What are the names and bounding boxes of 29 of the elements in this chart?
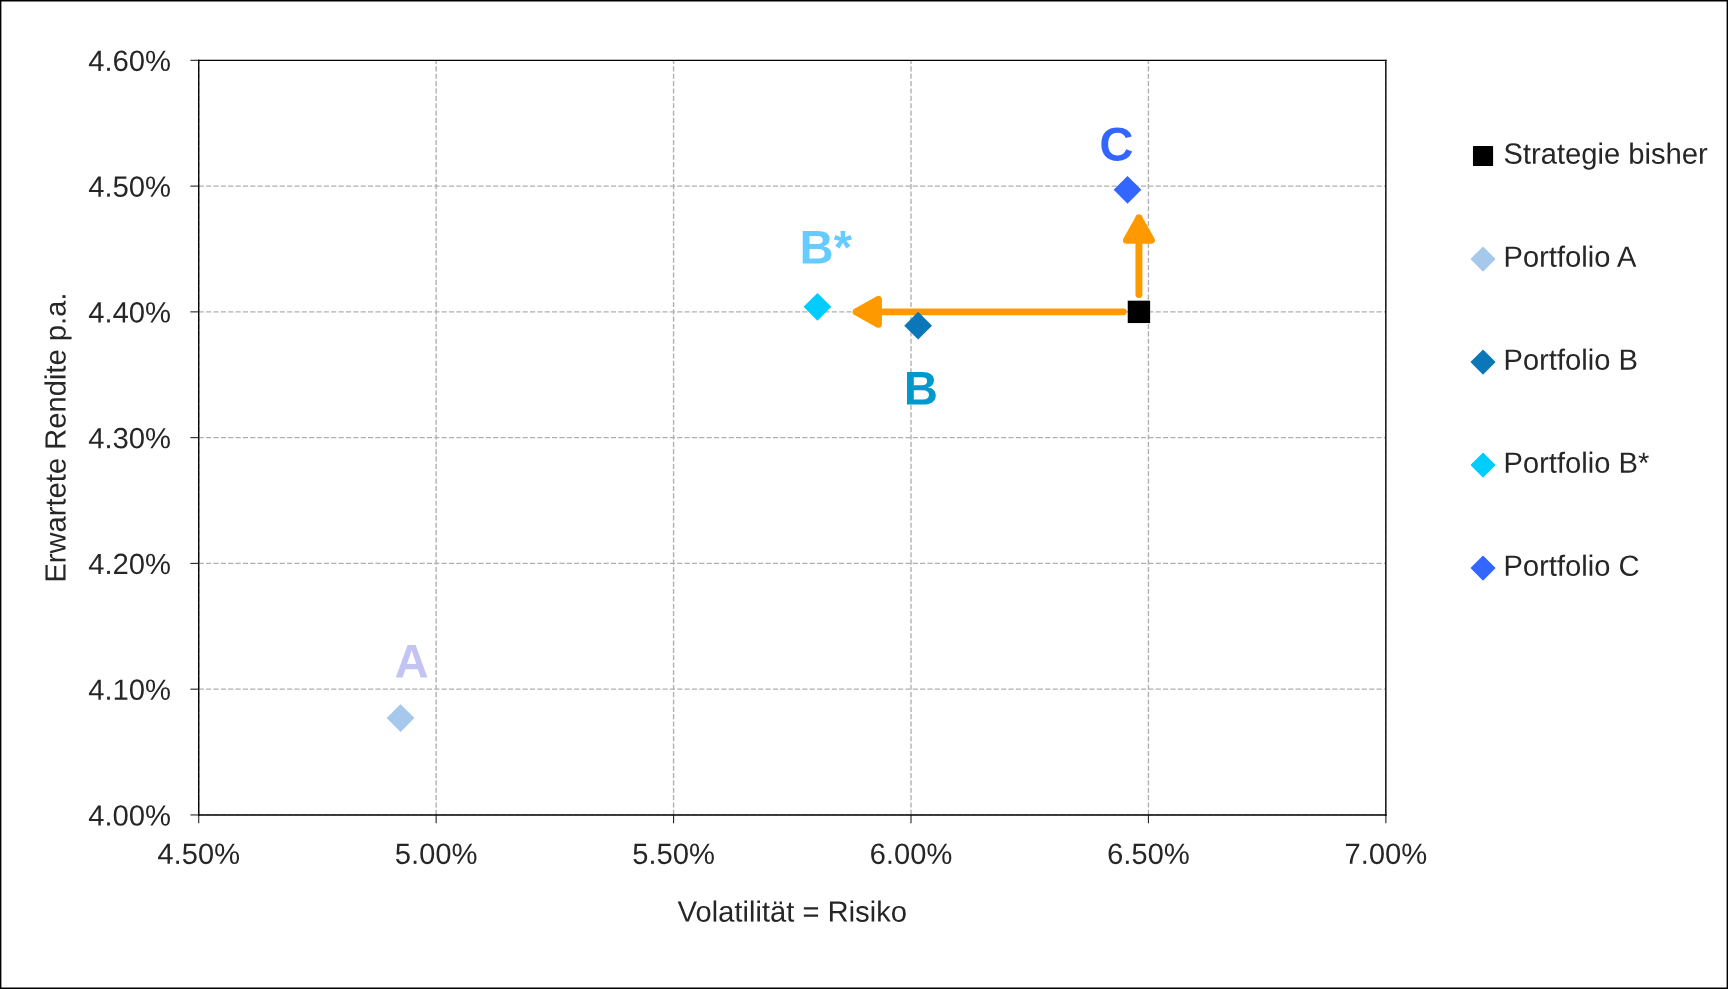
annotation: B* [802, 231, 852, 264]
x-tick-label: 6.00% [871, 843, 952, 865]
y-tick-label: 4.00% [88, 805, 170, 826]
legend-label: Portfolio B* [1505, 451, 1649, 474]
x-tick-label: 5.00% [395, 843, 477, 865]
x-axis-title: Volatilität = Risiko [677, 900, 906, 922]
x-tick-label: 6.50% [1108, 843, 1189, 865]
annotation: B [907, 372, 936, 405]
legend-label: Portfolio C [1505, 554, 1639, 577]
y-tick-label: 4.50% [88, 176, 170, 197]
y-tick-label: 4.20% [88, 553, 170, 575]
x-tick-label: 5.50% [633, 843, 714, 865]
annotation: C [1101, 127, 1133, 161]
point [1127, 300, 1151, 324]
y-tick-label: 4.40% [88, 302, 170, 323]
x-tick-label: 4.50% [158, 843, 240, 865]
y-tick-label: 4.60% [88, 50, 170, 72]
legend-label: Portfolio A [1505, 245, 1637, 267]
legend-label: Portfolio B [1505, 348, 1637, 370]
point [904, 311, 933, 340]
point [1113, 175, 1142, 204]
y-axis-title: Erwartete Rendite p.a. [44, 295, 72, 581]
annotation: A [395, 645, 428, 678]
legend-label: Strategie bisher [1504, 142, 1708, 170]
point [803, 292, 832, 321]
x-tick-label: 7.00% [1346, 843, 1427, 865]
y-tick-label: 4.30% [88, 427, 170, 449]
point [386, 704, 415, 732]
y-tick-label: 4.10% [88, 679, 170, 701]
